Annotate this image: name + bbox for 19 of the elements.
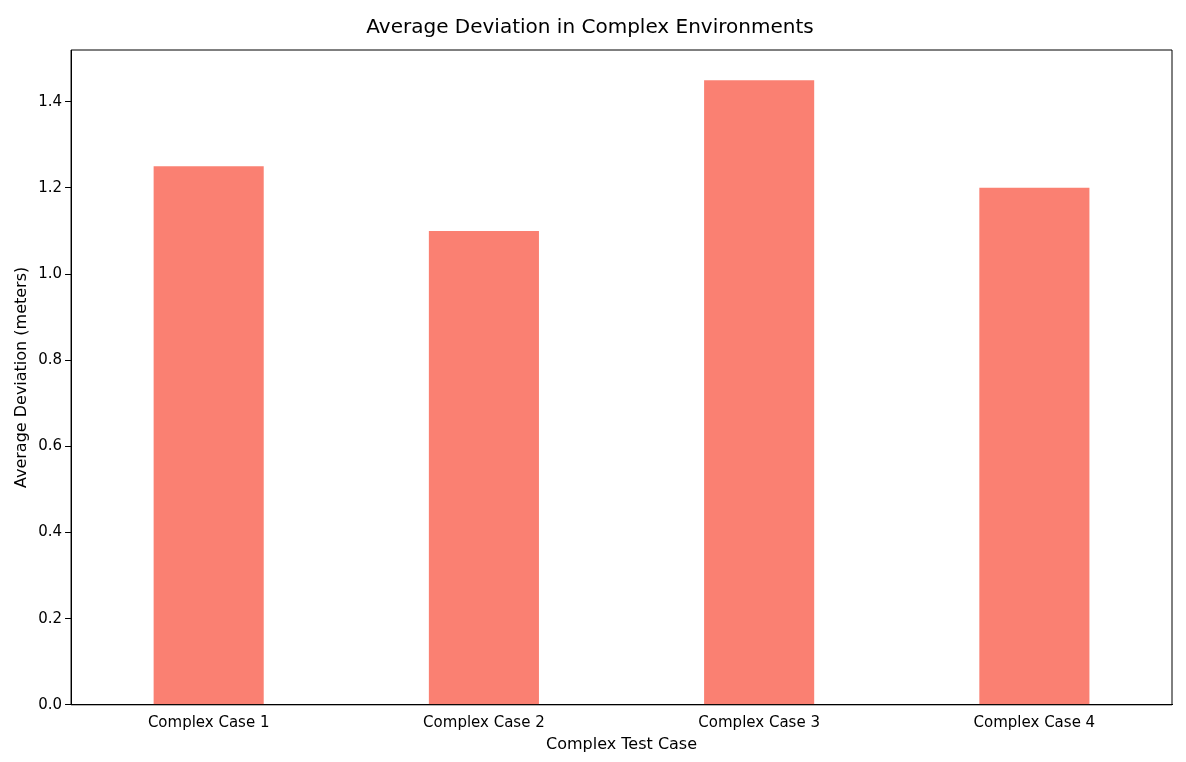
y-tick-label: 1.2 [38, 177, 63, 196]
x-tick-label: Complex Case 2 [423, 712, 545, 731]
y-tick-label: 1.4 [38, 91, 63, 110]
x-tick-label: Complex Case 1 [147, 712, 270, 731]
chart-title: Average Deviation in Complex Environments [366, 14, 814, 39]
y-tick-label: 0.0 [38, 694, 63, 713]
y-tick-label: 0.6 [38, 436, 63, 455]
x-tick-label: Complex Case 3 [698, 712, 820, 731]
y-tick-label: 0.8 [38, 350, 63, 369]
bar [428, 230, 539, 705]
y-tick-label: 1.0 [38, 263, 63, 282]
x-axis-title: Complex Test Case [546, 733, 698, 753]
y-axis-title: Average Deviation (meters) [10, 266, 30, 489]
bar [153, 166, 264, 705]
y-tick-label: 0.4 [38, 522, 63, 541]
x-tick-label: Complex Case 4 [973, 712, 1096, 731]
bar [704, 80, 815, 705]
bar [979, 187, 1090, 705]
y-tick-label: 0.2 [38, 608, 63, 627]
